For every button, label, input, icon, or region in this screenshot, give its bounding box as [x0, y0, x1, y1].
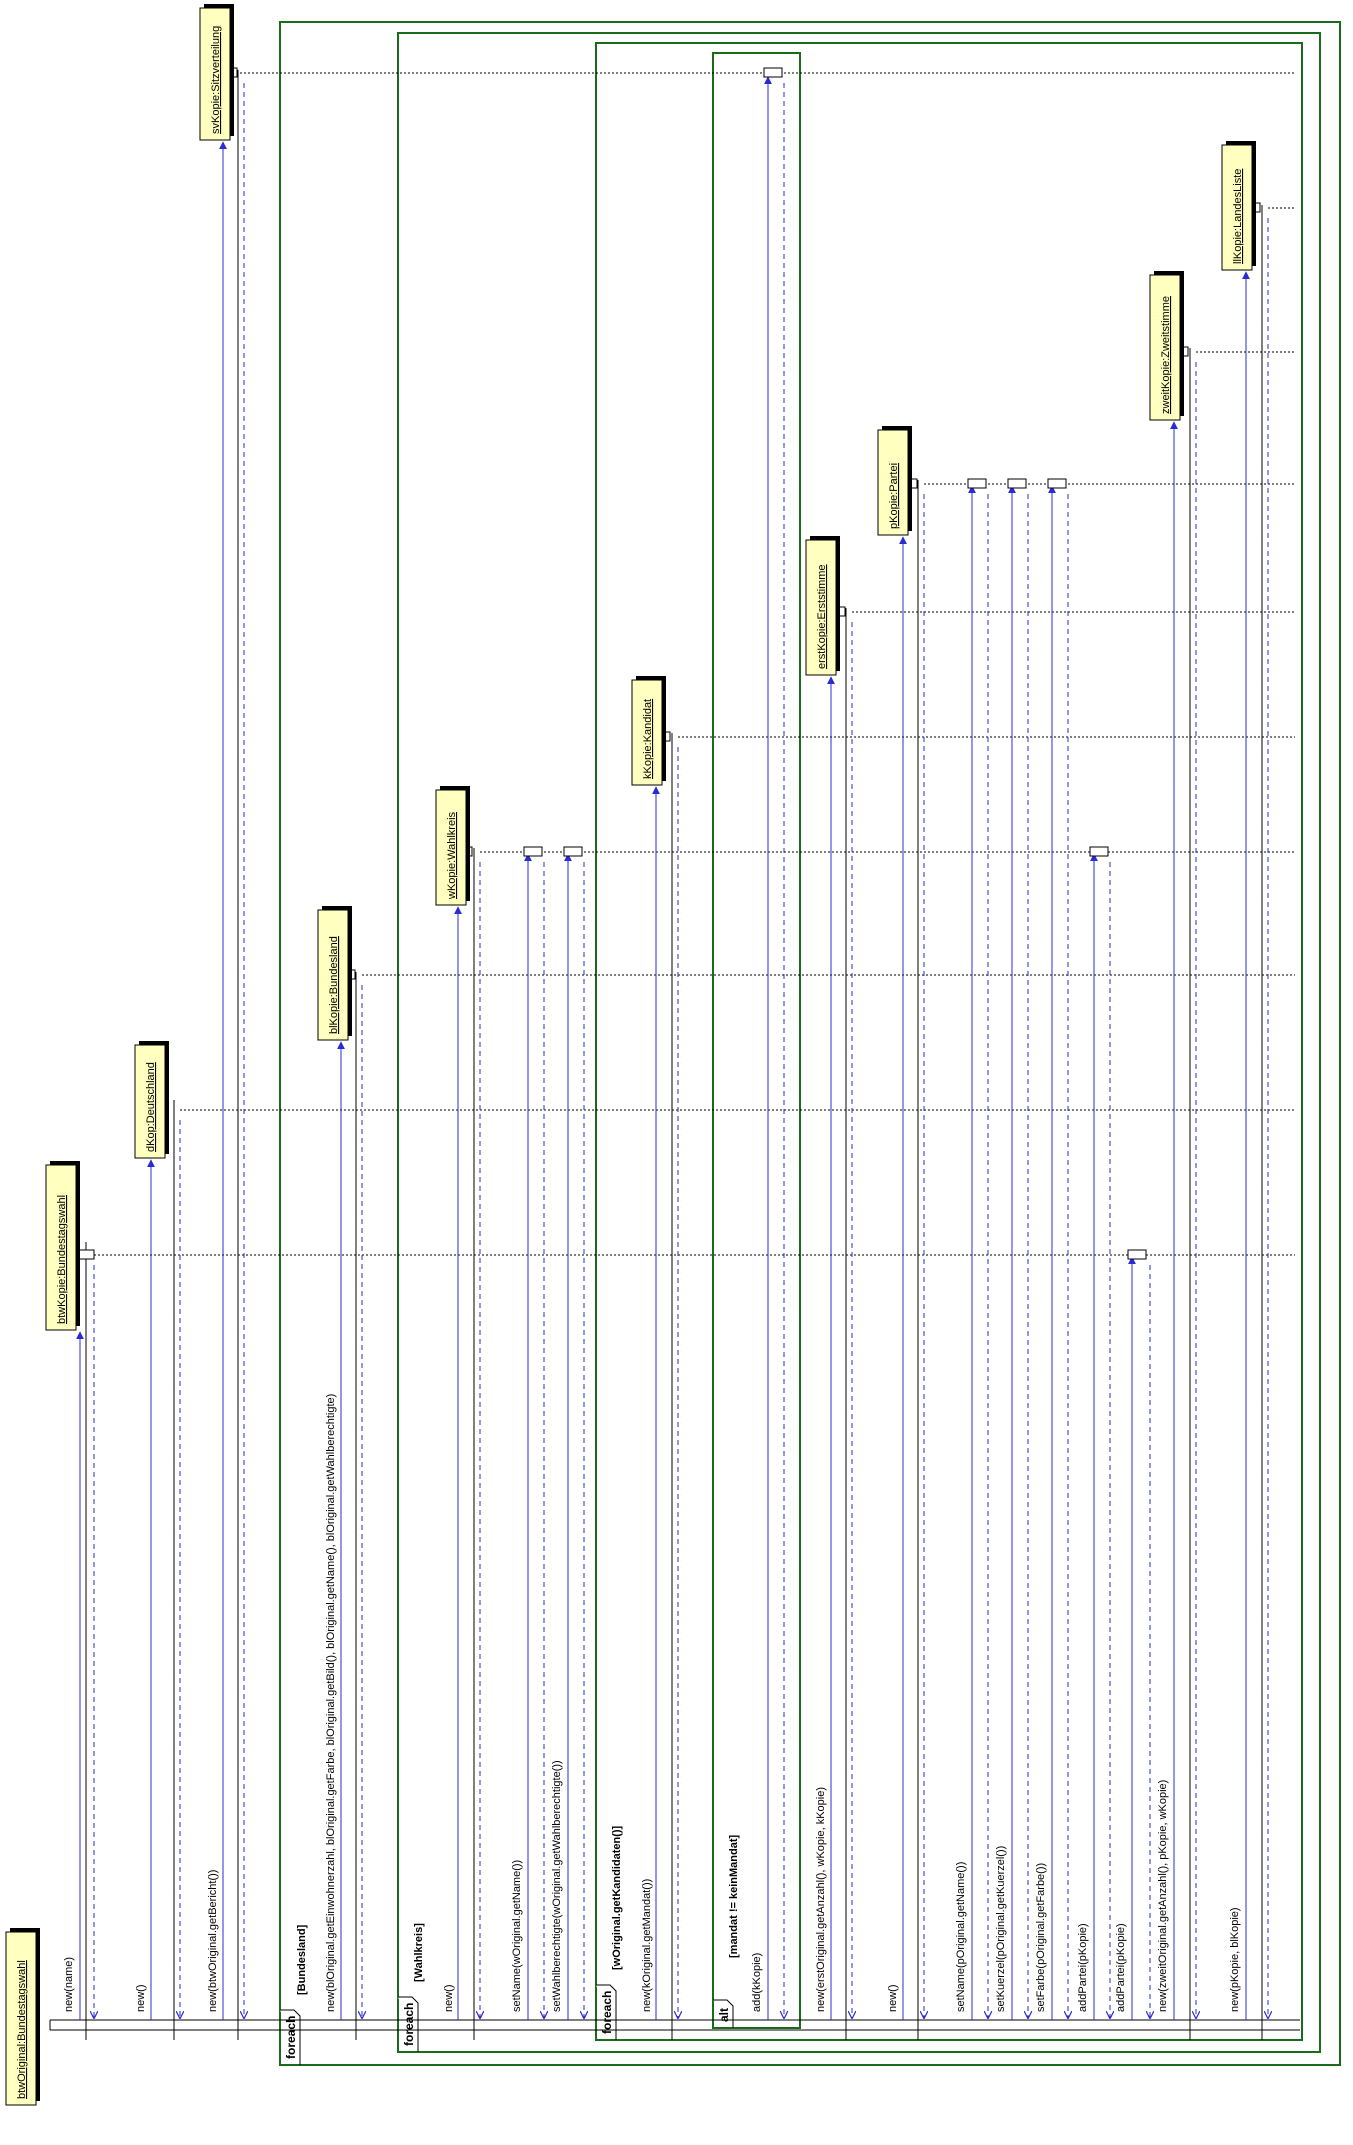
- object-blKopie: blKopie:Bundesland: [317, 906, 352, 1041]
- message: setName(wOriginal.getName()): [511, 846, 544, 2020]
- message-label: new(pKopie, blKopie): [1229, 1907, 1241, 2012]
- activation-box: [523, 846, 543, 857]
- activation-box: [1127, 1249, 1147, 1260]
- object-box: [1149, 274, 1181, 421]
- object-erstKopie: erstKopie:Erststimme: [805, 536, 840, 676]
- frame-guard: [Wahlkreis]: [413, 1923, 425, 1982]
- object-box: [435, 789, 467, 906]
- message: addPartei(pKopie): [1077, 846, 1110, 2020]
- frame-guard: [wOriginal.getKandidaten()]: [611, 1825, 623, 1970]
- message-label: new(): [887, 1984, 899, 2012]
- message-label: setName(pOriginal.getName()): [955, 1862, 967, 2012]
- message: setFarbe(pOriginal.getFarbe()): [1035, 478, 1068, 2020]
- message-label: setFarbe(pOriginal.getFarbe()): [1035, 1863, 1047, 2012]
- message: setKuerzel(pOriginal.getKuerzel()): [995, 478, 1028, 2020]
- frame-tab: [280, 2009, 301, 2065]
- frame-guard: [mandat != keinMandat]: [728, 1835, 740, 1958]
- message: new(erstOriginal.getAnzahl(), wKopie, kK…: [815, 606, 852, 2020]
- frame-operator: alt: [717, 2008, 731, 2022]
- object-wKopie: wKopie:Wahlkreis: [435, 786, 470, 906]
- frame-operator: foreach: [402, 2003, 416, 2046]
- lifelines-layer: [49, 70, 1300, 2040]
- activation-box: [763, 67, 783, 78]
- object-label: wKopie:Wahlkreis: [446, 811, 458, 900]
- frame-border: [397, 32, 1321, 2053]
- message: new(name): [63, 1249, 94, 2020]
- frame-foreach: foreach [wOriginal.getKandidaten()]: [595, 42, 1303, 2041]
- object-label: llKopie:LandesListe: [1232, 169, 1244, 264]
- message-label: setWahlberechtigte(wOriginal.getWahlbere…: [551, 1760, 563, 2012]
- frame-tab: [398, 1996, 419, 2052]
- frames-layer: foreach[Bundesland]foreach[Wahlkreis]for…: [279, 21, 1341, 2066]
- object-label: zweitKopie:Zweitstimme: [1160, 296, 1172, 414]
- object-pKopie: pKopie:Partei: [877, 426, 912, 536]
- object-label: btwOriginal:Bundestagswahl: [16, 1960, 28, 2099]
- activation-box: [1089, 846, 1109, 857]
- object-kKopie: kKopie:Kandidat: [631, 676, 666, 786]
- message-label: new(name): [63, 1957, 75, 2012]
- message: new(): [135, 1104, 180, 2020]
- object-box: [45, 1164, 77, 1331]
- frame-operator: foreach: [284, 2016, 298, 2059]
- object-svKopie: svKopie:Sitzverteilung: [199, 4, 234, 141]
- object-btwOriginal: btwOriginal:Bundestagswahl: [5, 1928, 40, 2106]
- object-label: pKopie:Partei: [888, 463, 900, 529]
- object-label: btwKopie:Bundestagswahl: [56, 1195, 68, 1324]
- object-label: dKop:Deutschland: [145, 1062, 157, 1152]
- message-label: new(erstOriginal.getAnzahl(), wKopie, kK…: [815, 1787, 827, 2012]
- activation-box: [1047, 478, 1067, 489]
- object-zweitKopie: zweitKopie:Zweitstimme: [1149, 271, 1184, 421]
- message-label: new(): [443, 1984, 455, 2012]
- message: addPartei(pKopie): [1115, 1249, 1150, 2020]
- object-box: [631, 679, 663, 786]
- objects-layer: btwOriginal:Bundestagswahl btwKopie:Bunde…: [5, 4, 1256, 2106]
- message-label: setKuerzel(pOriginal.getKuerzel()): [995, 1846, 1007, 2012]
- message-label: new(blOriginal.getEinwohnerzahl, blOrigi…: [325, 1394, 337, 2012]
- object-llKopie: llKopie:LandesListe: [1221, 141, 1256, 271]
- object-box: [5, 1931, 37, 2106]
- object-btwKopie: btwKopie:Bundestagswahl: [45, 1161, 80, 1331]
- object-label: svKopie:Sitzverteilung: [210, 26, 222, 134]
- message-label: addPartei(pKopie): [1115, 1923, 1127, 2012]
- message: add(kKopie): [751, 67, 784, 2020]
- frame-guard: [Bundesland]: [296, 1924, 308, 1995]
- object-box: [805, 539, 837, 676]
- object-box: [317, 909, 349, 1041]
- object-box: [134, 1044, 166, 1159]
- frame-foreach: foreach [Bundesland]: [279, 21, 1341, 2066]
- message-label: setName(wOriginal.getName()): [511, 1860, 523, 2012]
- frame-alt: alt [mandat != keinMandat]: [712, 52, 801, 2029]
- object-box: [877, 429, 909, 536]
- object-dKop: dKop:Deutschland: [134, 1041, 169, 1159]
- message-label: add(kKopie): [751, 1953, 763, 2012]
- frame-border: [595, 42, 1303, 2041]
- message-label: new(zweitOriginal.getAnzahl(), pKopie, w…: [1157, 1780, 1169, 2012]
- frame-operator: foreach: [600, 1991, 614, 2034]
- object-label: blKopie:Bundesland: [328, 936, 340, 1034]
- message-label: new(btwOriginal.getBericht()): [207, 1870, 219, 2012]
- frame-border: [279, 21, 1341, 2066]
- frame-foreach: foreach [Wahlkreis]: [397, 32, 1321, 2053]
- message-label: new(): [135, 1984, 147, 2012]
- frame-tab: [596, 1984, 617, 2040]
- frame-tab: [713, 1999, 734, 2028]
- message-label: addPartei(pKopie): [1077, 1923, 1089, 2012]
- message: setName(pOriginal.getName()): [955, 478, 988, 2020]
- activation-box: [1007, 478, 1027, 489]
- object-box: [199, 7, 231, 141]
- message: new(btwOriginal.getBericht()): [207, 67, 244, 2020]
- object-label: erstKopie:Erststimme: [816, 564, 828, 669]
- message: setWahlberechtigte(wOriginal.getWahlbere…: [551, 846, 584, 2020]
- object-box: [1221, 144, 1253, 271]
- messages-layer: new(name) new() new(btwOriginal.getBericht…: [63, 67, 1268, 2020]
- activation-box: [967, 478, 987, 489]
- message-label: new(kOriginal.getMandat()): [641, 1879, 653, 2012]
- object-label: kKopie:Kandidat: [642, 699, 654, 779]
- activation-box: [563, 846, 583, 857]
- frame-border: [712, 52, 801, 2029]
